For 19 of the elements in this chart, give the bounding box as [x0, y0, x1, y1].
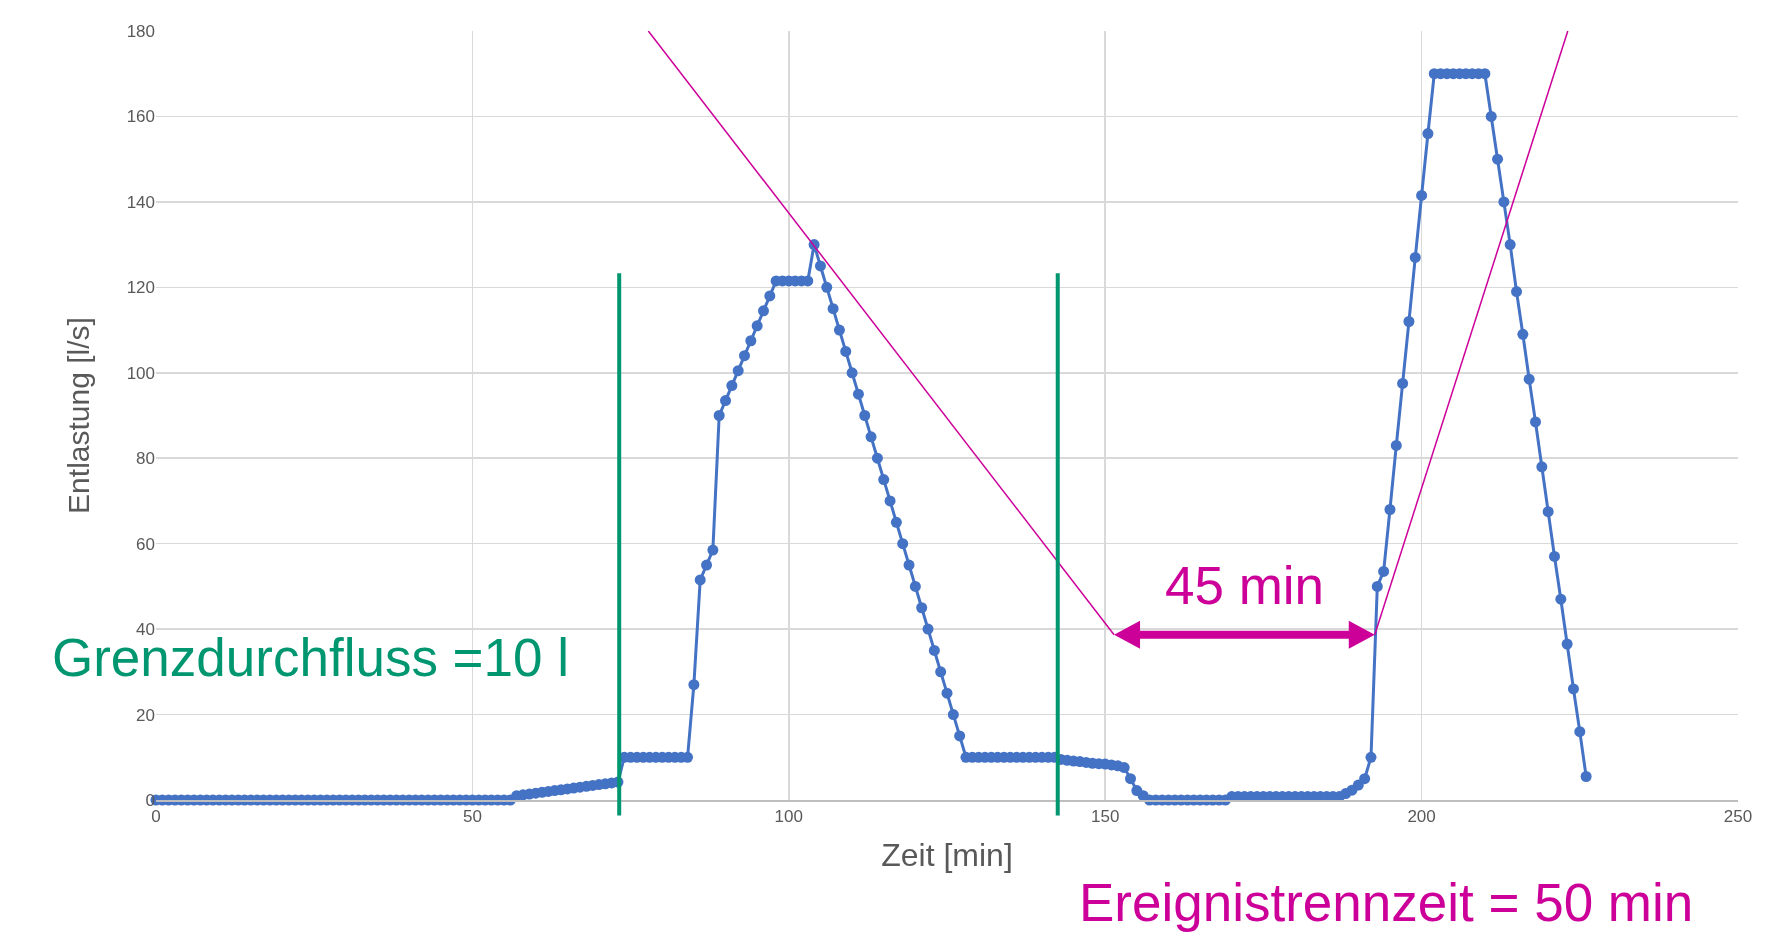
x-tick-label: 100 [774, 806, 803, 826]
text: Ereignistrennzeit = 50 min [1079, 873, 1694, 932]
x-tick-label: 50 [462, 806, 482, 826]
x-tick-label: 250 [1723, 806, 1753, 826]
y-tick-label: 180 [126, 21, 155, 41]
y-axis-title: Entlastung [l/s] [61, 317, 95, 514]
y-tick-label: 100 [126, 363, 155, 383]
y-tick-label: 160 [126, 107, 155, 127]
y-tick-label: 120 [126, 278, 155, 298]
y-tick-label: 20 [136, 705, 155, 725]
y-tick-label: 0 [145, 790, 155, 810]
x-tick-label: 150 [1091, 806, 1120, 826]
y-tick-label: 60 [136, 534, 155, 554]
y-tick-label: 40 [136, 620, 155, 640]
annotation: 45 min [1165, 556, 1325, 615]
y-tick-label: 140 [126, 192, 155, 212]
x-axis-title: Zeit [min] [881, 836, 1013, 873]
x-tick-label: 200 [1407, 806, 1436, 826]
y-tick-label: 80 [136, 449, 155, 469]
